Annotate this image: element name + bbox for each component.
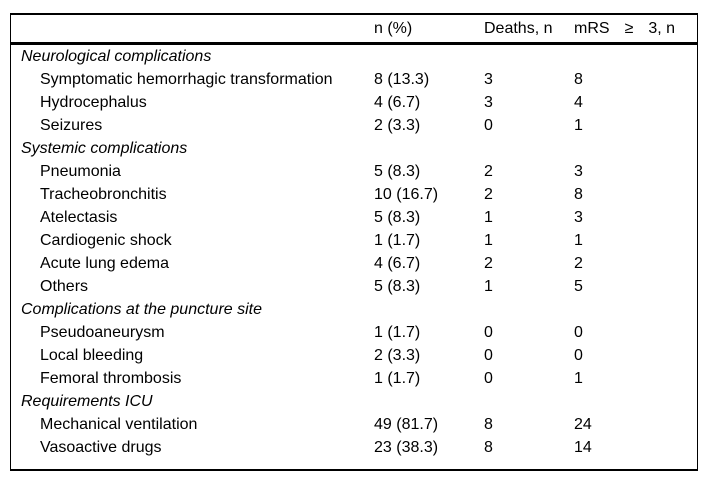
row-label: Cardiogenic shock xyxy=(40,231,172,249)
cell-mrs: 5 xyxy=(574,277,583,295)
row-label: Mechanical ventilation xyxy=(40,415,198,433)
data-row: Pseudoaneurysm 1 (1.7) 0 0 xyxy=(11,321,697,344)
cell-deaths: 1 xyxy=(484,277,493,295)
cell-n-percent: 5 (8.3) xyxy=(374,277,421,295)
data-row: Seizures 2 (3.3) 0 1 xyxy=(11,114,697,137)
cell-mrs: 14 xyxy=(574,438,592,456)
section-row: Systemic complications xyxy=(11,137,697,160)
cell-deaths: 3 xyxy=(484,70,493,88)
cell-mrs: 1 xyxy=(574,369,583,387)
row-label: Pneumonia xyxy=(40,162,121,180)
cell-mrs: 8 xyxy=(574,70,583,88)
data-row: Pneumonia 5 (8.3) 2 3 xyxy=(11,160,697,183)
cell-n-percent: 1 (1.7) xyxy=(374,323,421,341)
row-label: Requirements ICU xyxy=(21,392,153,410)
row-label: Atelectasis xyxy=(40,208,118,226)
data-row: Atelectasis 5 (8.3) 1 3 xyxy=(11,206,697,229)
cell-mrs: 0 xyxy=(574,346,583,364)
row-label: Systemic complications xyxy=(21,139,188,157)
section-row: Neurological complications xyxy=(11,45,697,68)
cell-deaths: 0 xyxy=(484,116,493,134)
cell-deaths: 0 xyxy=(484,323,493,341)
cell-mrs: 3 xyxy=(574,208,583,226)
row-label: Complications at the puncture site xyxy=(21,300,263,318)
row-label: Femoral thrombosis xyxy=(40,369,182,387)
cell-deaths: 1 xyxy=(484,231,493,249)
cell-n-percent: 23 (38.3) xyxy=(374,438,439,456)
cell-n-percent: 49 (81.7) xyxy=(374,415,439,433)
row-label: Vasoactive drugs xyxy=(40,438,162,456)
mrs-header-text: mRS xyxy=(574,19,610,37)
cell-deaths: 2 xyxy=(484,185,493,203)
column-header-n-percent: n (%) xyxy=(374,19,413,37)
section-row: Complications at the puncture site xyxy=(11,298,697,321)
complications-table: n (%) Deaths, n mRS ≥ 3, n Neurological … xyxy=(10,13,698,471)
data-row: Cardiogenic shock 1 (1.7) 1 1 xyxy=(11,229,697,252)
cell-deaths: 3 xyxy=(484,93,493,111)
row-label: Seizures xyxy=(40,116,103,134)
data-row: Local bleeding 2 (3.3) 0 0 xyxy=(11,344,697,367)
data-row: Acute lung edema 4 (6.7) 2 2 xyxy=(11,252,697,275)
column-header-mrs: mRS ≥ 3, n xyxy=(574,20,697,38)
data-row: Femoral thrombosis 1 (1.7) 0 1 xyxy=(11,367,697,390)
cell-mrs: 1 xyxy=(574,116,583,134)
greater-equal-symbol: ≥ xyxy=(624,19,634,37)
table-header-row: n (%) Deaths, n mRS ≥ 3, n xyxy=(11,15,697,45)
cell-deaths: 8 xyxy=(484,415,493,433)
cell-n-percent: 1 (1.7) xyxy=(374,231,421,249)
section-row: Requirements ICU xyxy=(11,390,697,413)
mrs-header-threshold: 3, n xyxy=(648,19,676,37)
row-label: Pseudoaneurysm xyxy=(40,323,165,341)
cell-deaths: 0 xyxy=(484,369,493,387)
cell-deaths: 8 xyxy=(484,438,493,456)
cell-deaths: 2 xyxy=(484,254,493,272)
cell-n-percent: 2 (3.3) xyxy=(374,116,421,134)
cell-n-percent: 8 (13.3) xyxy=(374,70,430,88)
cell-n-percent: 2 (3.3) xyxy=(374,346,421,364)
column-header-deaths: Deaths, n xyxy=(484,19,553,37)
cell-mrs: 1 xyxy=(574,231,583,249)
cell-n-percent: 10 (16.7) xyxy=(374,185,439,203)
row-label: Symptomatic hemorrhagic transformation xyxy=(40,70,333,88)
row-label: Tracheobronchitis xyxy=(40,185,167,203)
cell-deaths: 2 xyxy=(484,162,493,180)
cell-n-percent: 5 (8.3) xyxy=(374,208,421,226)
data-row: Vasoactive drugs 23 (38.3) 8 14 xyxy=(11,436,697,459)
row-label: Others xyxy=(40,277,89,295)
data-row: Mechanical ventilation 49 (81.7) 8 24 xyxy=(11,413,697,436)
data-row: Symptomatic hemorrhagic transformation 8… xyxy=(11,68,697,91)
row-label: Local bleeding xyxy=(40,346,144,364)
cell-mrs: 4 xyxy=(574,93,583,111)
table-body: Neurological complications Symptomatic h… xyxy=(11,45,697,469)
row-label: Neurological complications xyxy=(21,47,212,65)
cell-mrs: 8 xyxy=(574,185,583,203)
data-row: Hydrocephalus 4 (6.7) 3 4 xyxy=(11,91,697,114)
cell-n-percent: 4 (6.7) xyxy=(374,254,421,272)
cell-mrs: 2 xyxy=(574,254,583,272)
cell-n-percent: 5 (8.3) xyxy=(374,162,421,180)
cell-deaths: 0 xyxy=(484,346,493,364)
cell-mrs: 3 xyxy=(574,162,583,180)
cell-mrs: 24 xyxy=(574,415,592,433)
cell-mrs: 0 xyxy=(574,323,583,341)
row-label: Acute lung edema xyxy=(40,254,169,272)
cell-deaths: 1 xyxy=(484,208,493,226)
cell-n-percent: 4 (6.7) xyxy=(374,93,421,111)
data-row: Tracheobronchitis 10 (16.7) 2 8 xyxy=(11,183,697,206)
row-label: Hydrocephalus xyxy=(40,93,147,111)
data-row: Others 5 (8.3) 1 5 xyxy=(11,275,697,298)
cell-n-percent: 1 (1.7) xyxy=(374,369,421,387)
